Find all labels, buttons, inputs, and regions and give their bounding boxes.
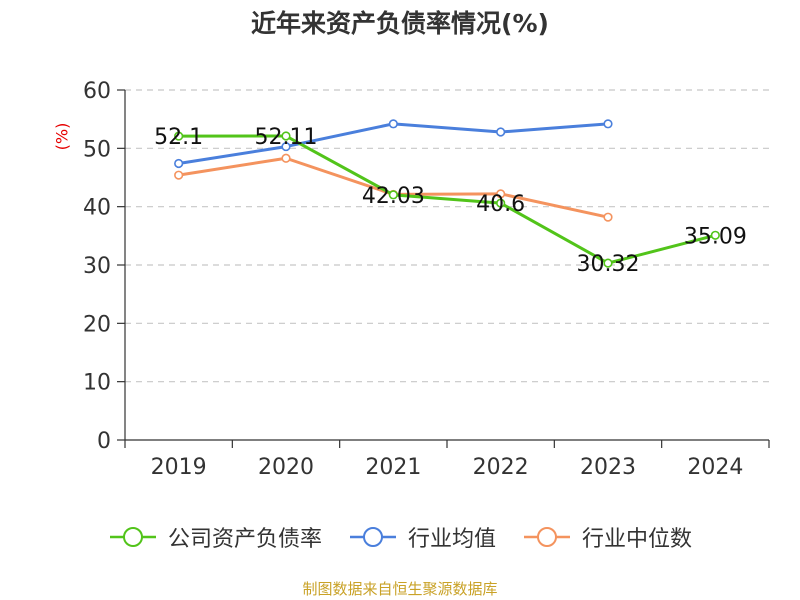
y-tick-label: 30 [83,254,111,279]
legend-line-marker-icon [349,527,396,547]
y-tick-label: 0 [97,429,111,454]
data-label: 30.32 [577,252,640,277]
data-label: 35.09 [684,224,747,249]
x-tick-label: 2023 [580,455,636,480]
data-label: 52.11 [255,125,318,150]
legend-label: 行业均值 [407,527,496,552]
data-point-marker [603,212,613,222]
data-point-marker [496,127,506,137]
axes: 0 10 20 30 40 50 60 2019 2020 2021 2022 2023 2024 [83,79,770,480]
data-point-marker [388,119,398,129]
data-labels: 52.1 52.11 42.03 40.6 30.32 35.09 [154,125,747,277]
chart-title: 近年来资产负债率情况(%) [251,9,549,38]
data-point-marker [710,230,720,240]
legend-item[interactable]: 公司资产负债率 [108,521,322,553]
x-tick-label: 2024 [687,455,743,480]
y-tick-label: 40 [83,196,111,221]
y-tick-label: 10 [83,371,111,396]
legend-label: 行业中位数 [582,527,693,552]
legend-label: 公司资产负债率 [167,527,322,552]
data-point-marker [496,198,506,208]
data-label: 42.03 [362,184,425,209]
data-label: 52.1 [154,125,203,150]
series-line [178,134,716,265]
y-tick-label: 20 [83,312,111,337]
y-tick-label: 60 [83,79,111,104]
x-tick-label: 2020 [258,455,314,480]
data-point-marker [174,131,184,141]
x-tick-label: 2022 [473,455,529,480]
data-point-marker [496,189,506,199]
data-point-marker [281,141,291,152]
series-line [178,122,609,165]
y-tick-label: 50 [83,137,111,162]
legend-item[interactable]: 行业均值 [348,521,496,553]
data-point-marker [388,190,398,200]
data-point-marker [603,258,613,268]
legend: 公司资产负债率 行业均值 行业中位数 [0,519,800,555]
data-point-marker [174,170,184,180]
x-tick-label: 2019 [151,455,207,480]
grid-lines [125,89,769,383]
legend-item[interactable]: 行业中位数 [522,521,692,553]
source-note: 制图数据来自恒生聚源数据库 [302,580,498,598]
data-point-marker [603,119,613,129]
series-lines [174,119,720,268]
data-point-marker [281,131,291,141]
legend-line-marker-icon [524,527,570,547]
x-tick-label: 2021 [365,455,421,480]
legend-line-marker-icon [109,527,156,547]
data-label: 40.6 [476,192,525,217]
data-point-marker [174,158,184,169]
data-point-marker [281,153,291,163]
